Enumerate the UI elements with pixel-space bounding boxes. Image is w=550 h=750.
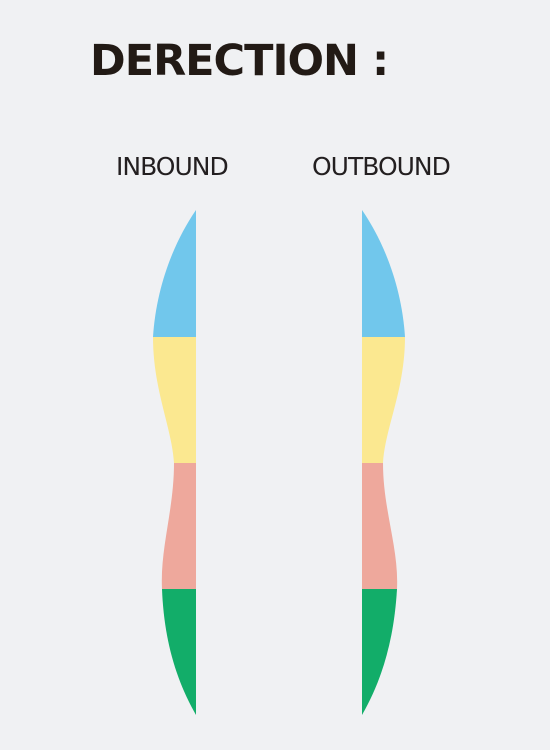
inbound-segment-yellow — [153, 337, 196, 463]
outbound-segment-green — [362, 589, 397, 715]
outbound-segment-yellow — [362, 337, 405, 463]
outbound-label: OUTBOUND — [312, 152, 451, 181]
outbound-segment-blue — [362, 210, 405, 337]
page-title: DERECTION : — [90, 36, 389, 86]
outbound-segment-salmon — [362, 463, 398, 589]
outbound-shape — [362, 210, 405, 715]
inbound-label: INBOUND — [116, 152, 229, 181]
inbound-segment-blue — [153, 210, 196, 337]
inbound-segment-salmon — [161, 463, 196, 589]
inbound-shape — [153, 210, 196, 715]
inbound-segment-green — [162, 589, 196, 715]
